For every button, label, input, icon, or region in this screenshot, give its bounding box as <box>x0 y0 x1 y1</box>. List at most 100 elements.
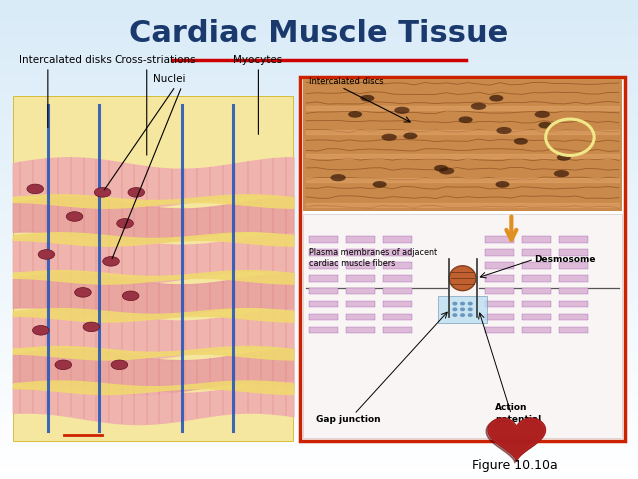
Text: Desmosome: Desmosome <box>534 255 596 263</box>
Text: Action
potential: Action potential <box>495 403 541 423</box>
Ellipse shape <box>434 165 448 171</box>
Ellipse shape <box>330 174 346 181</box>
Ellipse shape <box>557 154 571 161</box>
Ellipse shape <box>538 122 553 128</box>
Bar <box>559 314 588 320</box>
Bar <box>346 288 375 295</box>
Ellipse shape <box>66 212 83 221</box>
Bar <box>485 301 514 308</box>
Bar <box>309 301 338 308</box>
Bar <box>522 327 551 333</box>
Bar <box>13 96 293 441</box>
Bar <box>309 327 338 333</box>
Ellipse shape <box>55 360 71 370</box>
Ellipse shape <box>373 181 387 188</box>
Ellipse shape <box>38 250 55 259</box>
Ellipse shape <box>83 322 100 331</box>
Bar <box>309 249 338 256</box>
Bar <box>346 236 375 243</box>
Polygon shape <box>489 419 545 460</box>
Circle shape <box>468 313 473 317</box>
Ellipse shape <box>75 287 91 297</box>
Bar <box>383 327 412 333</box>
Ellipse shape <box>128 188 145 197</box>
Bar <box>383 288 412 295</box>
Bar <box>559 301 588 308</box>
Bar <box>383 301 412 308</box>
Ellipse shape <box>496 181 510 188</box>
Bar <box>383 236 412 243</box>
Bar <box>485 288 514 295</box>
Ellipse shape <box>117 218 133 228</box>
Bar <box>383 249 412 256</box>
Bar <box>346 262 375 269</box>
Bar <box>438 296 487 323</box>
Ellipse shape <box>496 127 512 134</box>
Bar <box>309 262 338 269</box>
Text: Myocytes: Myocytes <box>233 55 282 65</box>
Text: Cardiac Muscle Tissue: Cardiac Muscle Tissue <box>130 19 508 48</box>
Bar <box>303 214 622 438</box>
Bar <box>522 249 551 256</box>
Ellipse shape <box>554 170 569 177</box>
Bar <box>522 288 551 295</box>
Circle shape <box>460 313 465 317</box>
Bar <box>485 262 514 269</box>
Ellipse shape <box>348 111 362 118</box>
Ellipse shape <box>449 266 476 291</box>
Bar <box>485 314 514 320</box>
Bar <box>346 314 375 320</box>
Text: Figure 10.10a: Figure 10.10a <box>472 459 558 472</box>
Text: Plasma membranes of adjacent
cardiac muscle fibers: Plasma membranes of adjacent cardiac mus… <box>309 248 438 268</box>
Bar <box>346 327 375 333</box>
Bar <box>383 314 412 320</box>
Bar <box>309 236 338 243</box>
Ellipse shape <box>535 111 550 118</box>
Bar <box>383 262 412 269</box>
Bar <box>522 314 551 320</box>
Bar <box>559 236 588 243</box>
Bar <box>309 314 338 320</box>
Text: Cross-striations: Cross-striations <box>115 55 197 65</box>
Ellipse shape <box>439 167 454 174</box>
Ellipse shape <box>122 291 139 301</box>
Bar <box>522 262 551 269</box>
Bar <box>485 249 514 256</box>
Circle shape <box>460 302 465 306</box>
Bar <box>559 262 588 269</box>
Bar <box>309 288 338 295</box>
Bar <box>346 249 375 256</box>
Ellipse shape <box>94 188 111 197</box>
Ellipse shape <box>360 95 375 102</box>
Bar <box>559 275 588 282</box>
Ellipse shape <box>471 103 486 110</box>
Polygon shape <box>486 420 544 463</box>
Ellipse shape <box>33 326 49 335</box>
Circle shape <box>452 308 457 311</box>
Circle shape <box>452 302 457 306</box>
Bar <box>522 301 551 308</box>
Bar <box>383 275 412 282</box>
Bar <box>485 327 514 333</box>
Bar <box>522 275 551 282</box>
Bar <box>559 249 588 256</box>
Text: Gap junction: Gap junction <box>316 414 380 423</box>
Polygon shape <box>488 418 545 461</box>
Bar <box>522 236 551 243</box>
Bar <box>303 79 622 211</box>
Ellipse shape <box>103 257 119 266</box>
Circle shape <box>460 308 465 311</box>
Bar <box>559 327 588 333</box>
Circle shape <box>468 302 473 306</box>
Circle shape <box>468 308 473 311</box>
Text: Intercalated disks: Intercalated disks <box>19 55 112 65</box>
Bar <box>559 288 588 295</box>
Bar <box>346 275 375 282</box>
Ellipse shape <box>394 107 410 114</box>
Ellipse shape <box>403 133 417 139</box>
Bar <box>309 275 338 282</box>
Bar <box>300 77 625 441</box>
Ellipse shape <box>111 360 128 370</box>
Bar <box>346 301 375 308</box>
Bar <box>485 275 514 282</box>
